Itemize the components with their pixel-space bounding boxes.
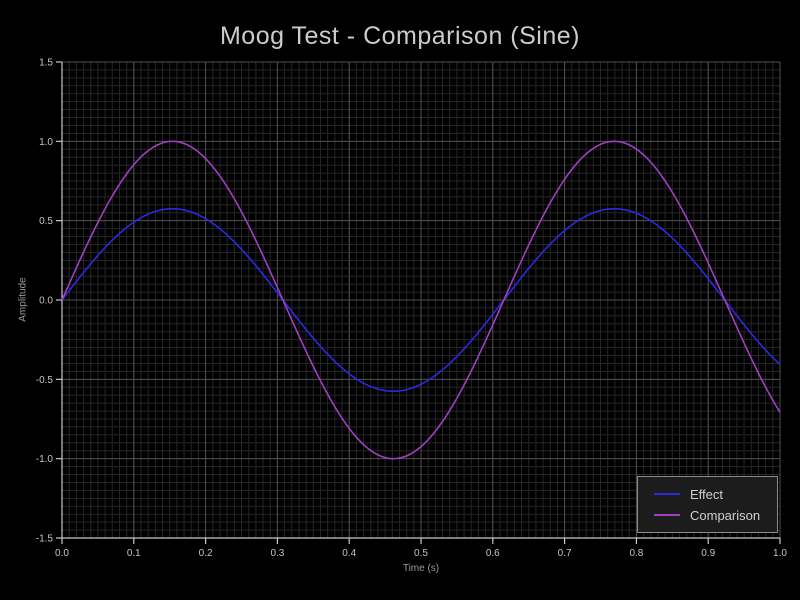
legend-line-comparison-icon [654,514,680,516]
legend-label-effect: Effect [690,486,724,502]
x-tick-label: 0.2 [199,548,213,559]
y-tick-label: 0.5 [39,216,53,227]
legend-label-comparison: Comparison [690,507,761,523]
legend-entry-effect: Effect [648,487,767,502]
y-tick-label: 1.0 [39,137,53,148]
x-tick-label: 0.6 [486,548,500,559]
series-line-comparison [61,140,781,460]
y-tick-label: -1.5 [36,534,54,545]
x-tick-label: 0.4 [342,548,356,559]
x-tick-label: 1.0 [773,548,787,559]
y-tick-label: 0.0 [39,296,53,307]
x-tick-label: 0.8 [629,548,643,559]
x-tick-label: 0.5 [414,548,428,559]
legend-line-effect-icon [654,493,680,495]
chart-title: Moog Test - Comparison (Sine) [219,22,580,50]
x-tick-label: 0.1 [127,548,141,559]
x-axis-label: Time (s) [402,563,440,574]
x-tick-label: 0.9 [701,548,715,559]
y-tick-label: 1.5 [39,58,53,69]
y-axis-label: Amplitude [17,277,29,322]
y-tick-label: -0.5 [36,375,54,386]
legend: Effect Comparison [637,476,778,533]
x-tick-label: 0.0 [55,548,69,559]
y-tick-label: -1.0 [36,454,54,465]
series-line-effect [61,207,781,393]
x-tick-label: 0.7 [558,548,572,559]
legend-entry-comparison: Comparison [648,508,767,523]
x-tick-label: 0.3 [270,548,284,559]
